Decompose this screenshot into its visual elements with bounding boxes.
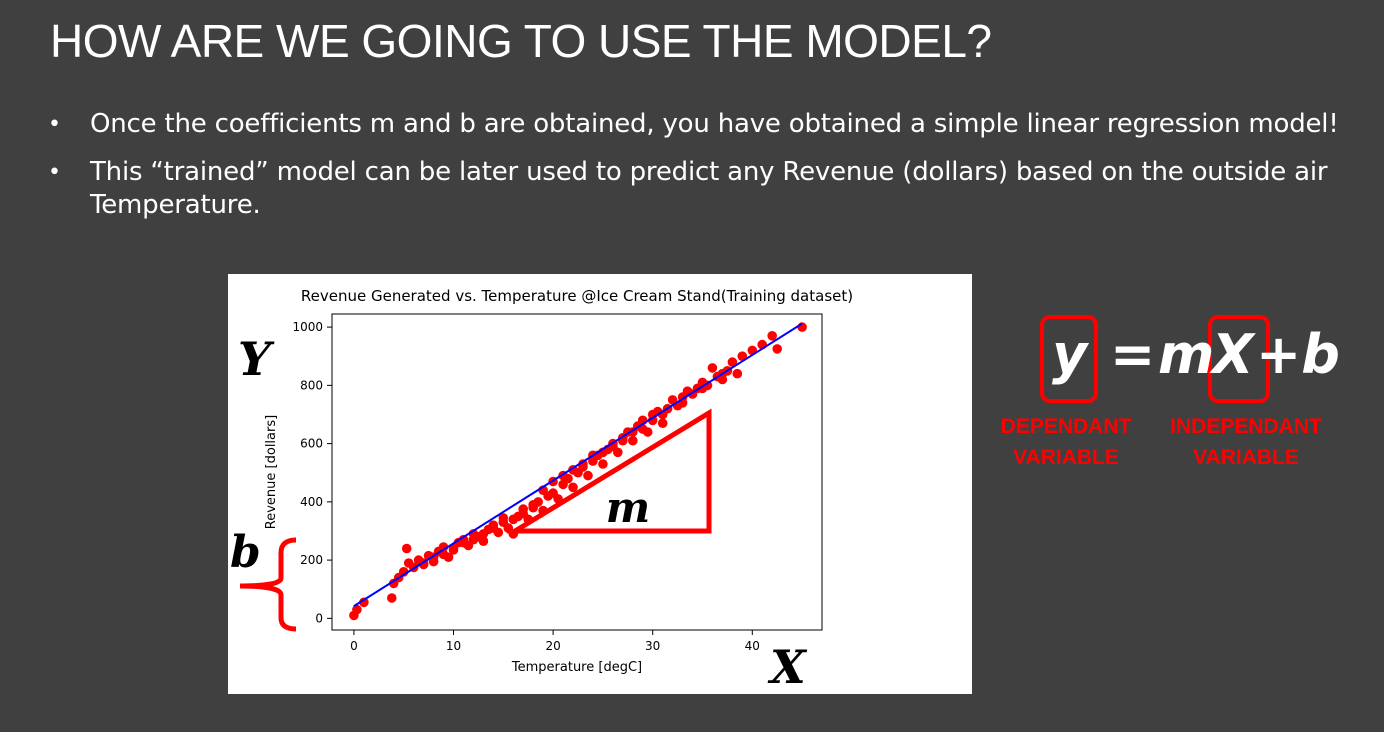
data-point bbox=[578, 459, 588, 469]
y-tick-label: 400 bbox=[300, 495, 323, 509]
data-point bbox=[518, 504, 528, 514]
x-axis-label: Temperature [degC] bbox=[511, 660, 642, 675]
data-point bbox=[583, 470, 593, 481]
data-point bbox=[508, 514, 519, 525]
slope-triangle bbox=[506, 408, 712, 534]
data-point bbox=[387, 593, 397, 603]
equation-y: y bbox=[1052, 323, 1088, 386]
intercept-brace bbox=[239, 537, 297, 632]
dependent-caption-line1: DEPENDANT bbox=[1000, 415, 1132, 438]
slide-title: HOW ARE WE GOING TO USE THE MODEL? bbox=[50, 15, 992, 67]
x-tick-label: 0 bbox=[350, 639, 358, 653]
equation-m: m bbox=[1158, 323, 1215, 386]
data-point bbox=[727, 357, 738, 367]
data-point bbox=[468, 534, 479, 545]
data-point bbox=[498, 513, 509, 523]
data-point bbox=[628, 435, 638, 446]
chart-title: Revenue Generated vs. Temperature @Ice C… bbox=[301, 287, 853, 305]
data-point bbox=[568, 482, 578, 493]
bullet-dot: • bbox=[48, 112, 61, 137]
x-axis-letter: X bbox=[770, 640, 806, 694]
data-point bbox=[767, 331, 777, 341]
x-tick-label: 20 bbox=[545, 639, 560, 653]
data-point bbox=[448, 545, 459, 555]
data-point bbox=[352, 604, 362, 615]
plot-frame bbox=[331, 313, 823, 631]
data-point bbox=[438, 542, 449, 552]
y-tick-label: 200 bbox=[300, 553, 323, 567]
dependent-caption-line2: VARIABLE bbox=[1013, 446, 1119, 469]
scatter-plot-panel: Revenue Generated vs. Temperature @Ice C… bbox=[228, 274, 972, 694]
bullet-dot: • bbox=[48, 160, 61, 185]
slope-label: m bbox=[606, 483, 650, 532]
bullet-text: Once the coefficients m and b are obtain… bbox=[90, 109, 1339, 139]
x-tick-label: 40 bbox=[745, 639, 760, 653]
data-point bbox=[359, 597, 369, 608]
y-tick-label: 600 bbox=[300, 437, 323, 451]
bullet-item-1: • Once the coefficients m and b are obta… bbox=[48, 108, 1378, 141]
independent-caption-line2: VARIABLE bbox=[1193, 446, 1299, 469]
equation-plus-b: +b bbox=[1256, 323, 1340, 386]
data-point bbox=[458, 537, 469, 548]
dependent-variable-box bbox=[1040, 315, 1098, 403]
independent-variable-box bbox=[1208, 315, 1270, 403]
equation-x: X bbox=[1212, 323, 1254, 386]
bullet-list: • Once the coefficients m and b are obta… bbox=[48, 108, 1378, 237]
y-axis-letter: Y bbox=[238, 332, 271, 386]
data-point bbox=[401, 543, 412, 554]
data-point bbox=[647, 415, 658, 426]
data-point bbox=[707, 363, 718, 373]
bullet-item-2: • This “trained” model can be later used… bbox=[48, 156, 1378, 222]
scatter-plot: Revenue Generated vs. Temperature @Ice C… bbox=[264, 287, 853, 675]
data-point bbox=[657, 418, 668, 428]
data-point bbox=[528, 500, 538, 510]
bullet-text: This “trained” model can be later used t… bbox=[90, 157, 1328, 220]
data-point bbox=[732, 368, 743, 379]
y-tick-label: 800 bbox=[300, 378, 323, 392]
regression-line bbox=[353, 322, 803, 607]
independent-caption-line1: INDEPENDANT bbox=[1170, 415, 1322, 438]
y-axis-label: Revenue [dollars] bbox=[264, 415, 279, 529]
data-point bbox=[478, 529, 489, 539]
intercept-letter: b bbox=[230, 527, 261, 578]
y-tick-label: 0 bbox=[315, 611, 323, 625]
data-point bbox=[598, 459, 608, 469]
data-point bbox=[772, 344, 782, 354]
x-tick-label: 30 bbox=[645, 639, 660, 653]
independent-variable-caption: INDEPENDANT VARIABLE bbox=[1158, 411, 1334, 473]
dependent-variable-caption: DEPENDANT VARIABLE bbox=[990, 411, 1142, 473]
data-point bbox=[488, 523, 499, 533]
y-tick-label: 1000 bbox=[292, 320, 323, 334]
data-point bbox=[478, 536, 489, 546]
equation-equals: = bbox=[1110, 323, 1156, 386]
regression-equation: y = m X +b bbox=[1040, 315, 1360, 405]
x-tick-label: 10 bbox=[446, 639, 461, 653]
